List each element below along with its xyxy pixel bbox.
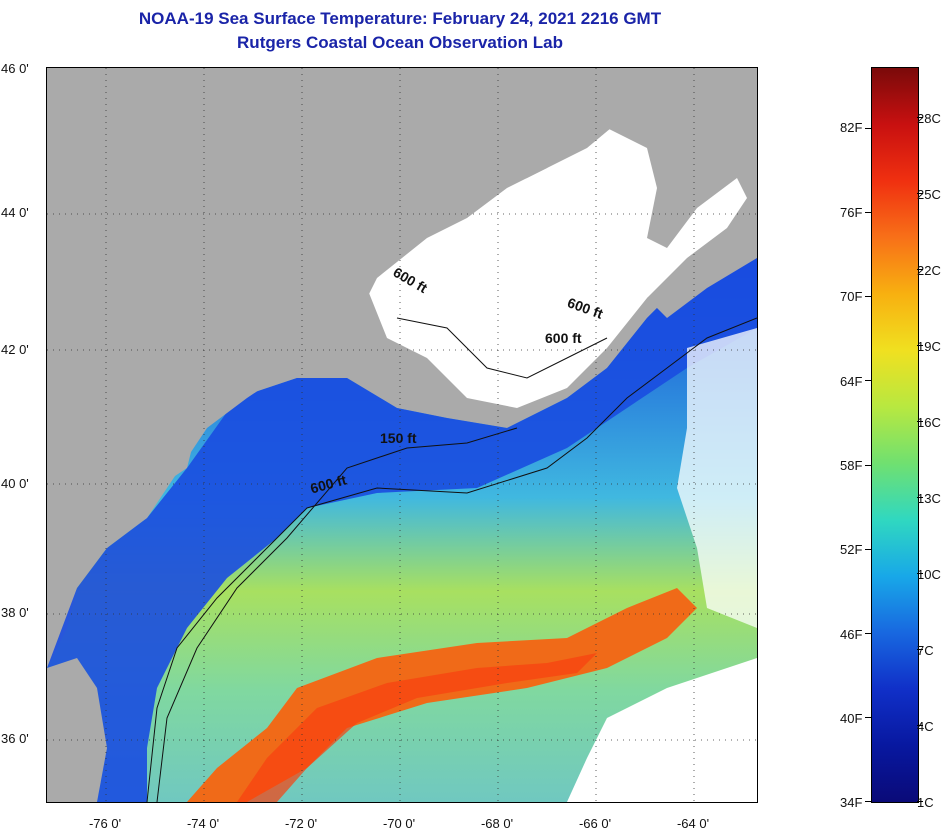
- colorbar-f-tick: [865, 465, 871, 466]
- colorbar-f-label: 64F: [840, 374, 863, 389]
- longitude-label: -64 0': [676, 816, 710, 831]
- longitude-label: -68 0': [480, 816, 514, 831]
- colorbar-f-label: 58F: [840, 458, 863, 473]
- contour-label: 600 ft: [545, 330, 582, 346]
- colorbar-f-tick: [865, 717, 871, 718]
- latitude-label: 40 0': [1, 476, 29, 491]
- longitude-label: -74 0': [186, 816, 220, 831]
- gulf-stream-core: [237, 653, 597, 802]
- longitude-label: -70 0': [382, 816, 416, 831]
- latitude-label: 38 0': [1, 605, 29, 620]
- colorbar-f-tick: [865, 128, 871, 129]
- sst-map: [46, 67, 758, 803]
- cloud-area-southeast: [567, 658, 757, 802]
- colorbar-f-tick: [865, 633, 871, 634]
- colorbar-c-tick: [917, 345, 923, 346]
- land-nova-scotia: [647, 218, 757, 318]
- contour-150ft: [156, 427, 518, 802]
- colorbar-f-tick: [865, 296, 871, 297]
- sst-map-image: [47, 68, 757, 802]
- latitude-label: 46 0': [1, 61, 29, 76]
- temperature-colorbar: [871, 67, 919, 803]
- colorbar-c-tick: [917, 117, 923, 118]
- colorbar-c-tick: [917, 649, 923, 650]
- graticule: [47, 68, 757, 802]
- longitude-label: -72 0': [284, 816, 318, 831]
- map-title: NOAA-19 Sea Surface Temperature: Februar…: [138, 9, 662, 28]
- colorbar-c-label: 7C: [917, 643, 934, 658]
- latitude-label: 44 0': [1, 205, 29, 220]
- longitude-label: -66 0': [578, 816, 612, 831]
- colorbar-c-tick: [917, 193, 923, 194]
- colorbar-f-tick: [865, 380, 871, 381]
- colorbar-c-label: 25C: [917, 187, 941, 202]
- cloud-area: [367, 98, 747, 408]
- contour-gulf-of-maine: [396, 317, 608, 379]
- colorbar-c-label: 28C: [917, 111, 941, 126]
- colorbar-c-tick: [917, 497, 923, 498]
- latitude-label: 36 0': [1, 731, 29, 746]
- colorbar-f-label: 52F: [840, 542, 863, 557]
- contour-600ft: [146, 317, 757, 802]
- colorbar-f-label: 40F: [840, 711, 863, 726]
- colorbar-c-label: 22C: [917, 263, 941, 278]
- land-north: [47, 68, 757, 628]
- colorbar-f-label: 46F: [840, 627, 863, 642]
- colorbar-f-tick: [865, 549, 871, 550]
- colorbar-c-tick: [917, 725, 923, 726]
- colorbar-c-label: 4C: [917, 719, 934, 734]
- colorbar-c-tick: [917, 801, 923, 802]
- colorbar-c-tick: [917, 421, 923, 422]
- colorbar-f-label: 70F: [840, 289, 863, 304]
- latitude-label: 42 0': [1, 342, 29, 357]
- colorbar-c-label: 16C: [917, 415, 941, 430]
- colorbar-c-label: 10C: [917, 567, 941, 582]
- colorbar-c-label: 13C: [917, 491, 941, 506]
- map-subtitle: Rutgers Coastal Ocean Observation Lab: [237, 33, 563, 52]
- colorbar-f-label: 34F: [840, 795, 863, 810]
- colorbar-c-tick: [917, 269, 923, 270]
- colorbar-c-tick: [917, 573, 923, 574]
- colorbar-f-label: 76F: [840, 205, 863, 220]
- colorbar-f-label: 82F: [840, 120, 863, 135]
- cloud-speckle-east: [677, 328, 757, 628]
- longitude-label: -76 0': [88, 816, 122, 831]
- land-south: [47, 658, 107, 802]
- colorbar-f-tick: [865, 212, 871, 213]
- contour-label: 150 ft: [380, 430, 417, 446]
- colorbar-f-tick: [865, 801, 871, 802]
- colorbar-c-label: 19C: [917, 339, 941, 354]
- colorbar-c-label: 1C: [917, 795, 934, 810]
